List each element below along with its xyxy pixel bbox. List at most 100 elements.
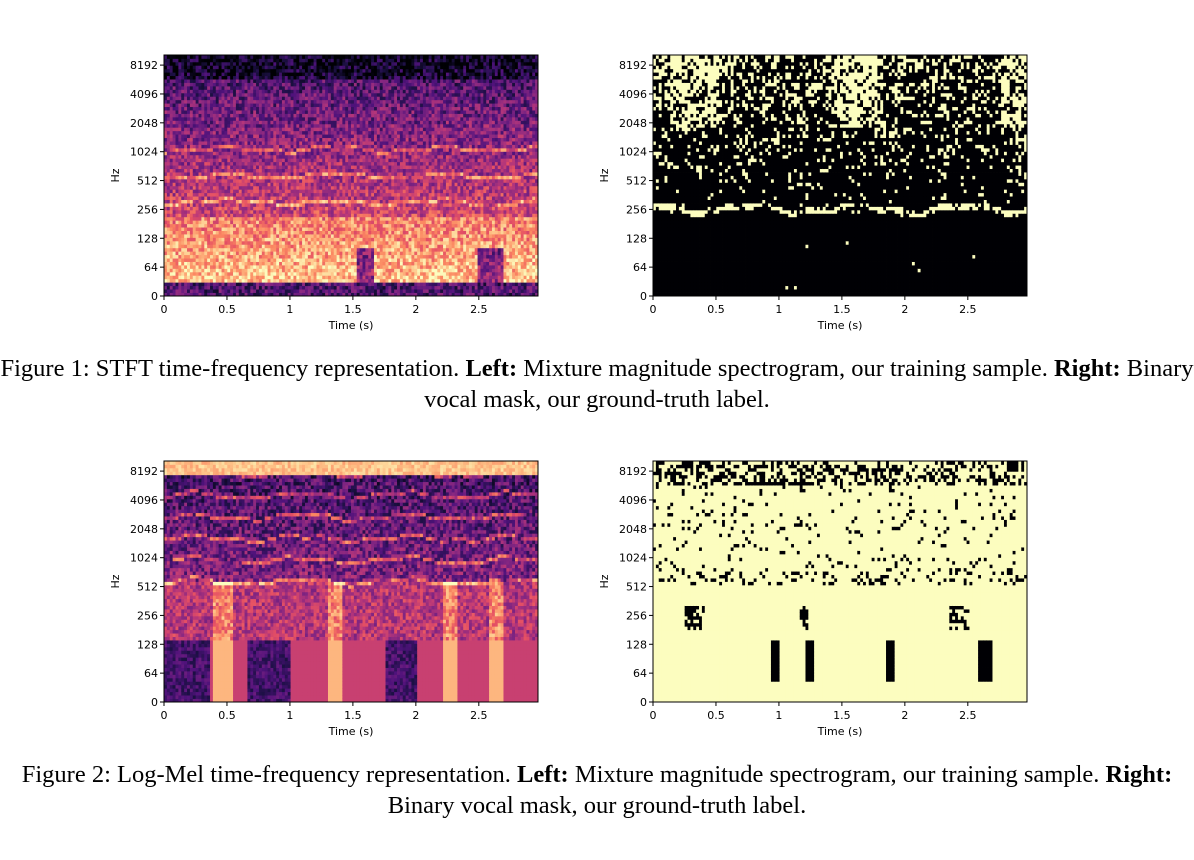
heatmap-cell — [342, 292, 346, 297]
heatmap-cell — [336, 282, 340, 287]
heatmap-cell — [281, 154, 286, 159]
heatmap-cell — [299, 123, 303, 128]
heatmap-cell — [210, 130, 214, 135]
heatmap-cell — [281, 61, 286, 66]
heatmap-cell — [276, 168, 280, 173]
heatmap-cell — [345, 292, 349, 297]
heatmap-cell — [302, 199, 306, 204]
heatmap-cell — [270, 75, 274, 80]
heatmap-cell — [235, 178, 240, 183]
heatmap-cell — [172, 161, 176, 166]
heatmap-cell — [247, 244, 251, 249]
heatmap-cell — [273, 65, 277, 70]
heatmap-cell — [327, 278, 332, 283]
heatmap-cell — [172, 278, 176, 283]
heatmap-cell — [189, 168, 194, 173]
heatmap-cell — [258, 82, 263, 87]
heatmap-cell — [310, 178, 314, 183]
heatmap-cell — [230, 172, 234, 176]
heatmap-cell — [279, 203, 283, 207]
heatmap-cell — [281, 58, 286, 63]
heatmap-cell — [313, 116, 317, 121]
heatmap-cell — [210, 175, 214, 180]
heatmap-cell — [227, 72, 231, 77]
heatmap-cell — [325, 134, 329, 139]
heatmap-cell — [362, 199, 366, 204]
heatmap-cell — [293, 85, 297, 90]
heatmap-cell — [273, 96, 277, 101]
heatmap-cell — [279, 240, 283, 245]
heatmap-cell — [235, 65, 240, 70]
heatmap-cell — [362, 213, 366, 218]
heatmap-cell — [336, 72, 340, 77]
heatmap-cell — [175, 237, 179, 242]
heatmap-cell — [319, 199, 323, 204]
heatmap-cell — [201, 203, 205, 207]
heatmap-cell — [273, 106, 277, 111]
heatmap-cell — [276, 151, 280, 156]
heatmap-cell — [187, 196, 191, 200]
heatmap-cell — [227, 261, 231, 266]
heatmap-cell — [345, 251, 349, 256]
heatmap-cell — [345, 271, 349, 276]
heatmap-cell — [359, 289, 363, 293]
heatmap-cell — [362, 227, 366, 231]
heatmap-cell — [287, 79, 291, 83]
heatmap-cell — [247, 206, 251, 211]
heatmap-cell — [336, 178, 340, 183]
heatmap-cell — [302, 147, 306, 152]
heatmap-cell — [178, 127, 182, 132]
heatmap-cell — [279, 141, 283, 145]
heatmap-cell — [227, 82, 231, 87]
heatmap-cell — [270, 285, 274, 290]
heatmap-cell — [333, 96, 338, 101]
heatmap-cell — [342, 227, 346, 231]
heatmap-cell — [313, 99, 317, 104]
heatmap-cell — [215, 261, 220, 266]
heatmap-cell — [215, 285, 220, 290]
heatmap-cell — [319, 258, 323, 262]
heatmap-cell — [178, 223, 182, 228]
heatmap-cell — [244, 134, 248, 139]
heatmap-cell — [230, 120, 234, 125]
heatmap-cell — [195, 247, 199, 252]
heatmap-cell — [172, 116, 176, 121]
heatmap-cell — [279, 289, 283, 293]
heatmap-cell — [304, 134, 309, 139]
heatmap-cell — [319, 230, 323, 235]
heatmap-cell — [330, 116, 335, 121]
heatmap-cell — [342, 151, 346, 156]
heatmap-cell — [310, 151, 314, 156]
heatmap-cell — [304, 261, 309, 266]
heatmap-cell — [184, 110, 188, 114]
heatmap-cell — [304, 237, 309, 242]
heatmap-cell — [253, 134, 257, 139]
heatmap-cell — [175, 68, 179, 73]
heatmap-cell — [270, 254, 274, 259]
heatmap-cell — [276, 234, 280, 238]
heatmap-cell — [258, 85, 263, 90]
heatmap-cell — [218, 161, 222, 166]
heatmap-cell — [201, 85, 205, 90]
heatmap-cell — [169, 175, 174, 180]
heatmap-cell — [227, 96, 231, 101]
heatmap-cell — [342, 123, 346, 128]
heatmap-cell — [342, 216, 346, 221]
heatmap-cell — [322, 161, 326, 166]
heatmap-cell — [192, 216, 197, 221]
heatmap-cell — [296, 268, 300, 273]
heatmap-cell — [304, 144, 309, 149]
heatmap-cell — [296, 68, 300, 73]
heatmap-cell — [256, 141, 260, 145]
heatmap-cell — [175, 147, 179, 152]
heatmap-cell — [316, 189, 320, 194]
heatmap-cell — [244, 110, 248, 114]
heatmap-cell — [227, 275, 231, 280]
heatmap-cell — [233, 230, 237, 235]
heatmap-cell — [290, 147, 294, 152]
heatmap-cell — [178, 106, 182, 111]
heatmap-cell — [215, 244, 220, 249]
heatmap-cell — [227, 192, 231, 197]
heatmap-cell — [264, 85, 268, 90]
heatmap-cell — [192, 265, 197, 269]
